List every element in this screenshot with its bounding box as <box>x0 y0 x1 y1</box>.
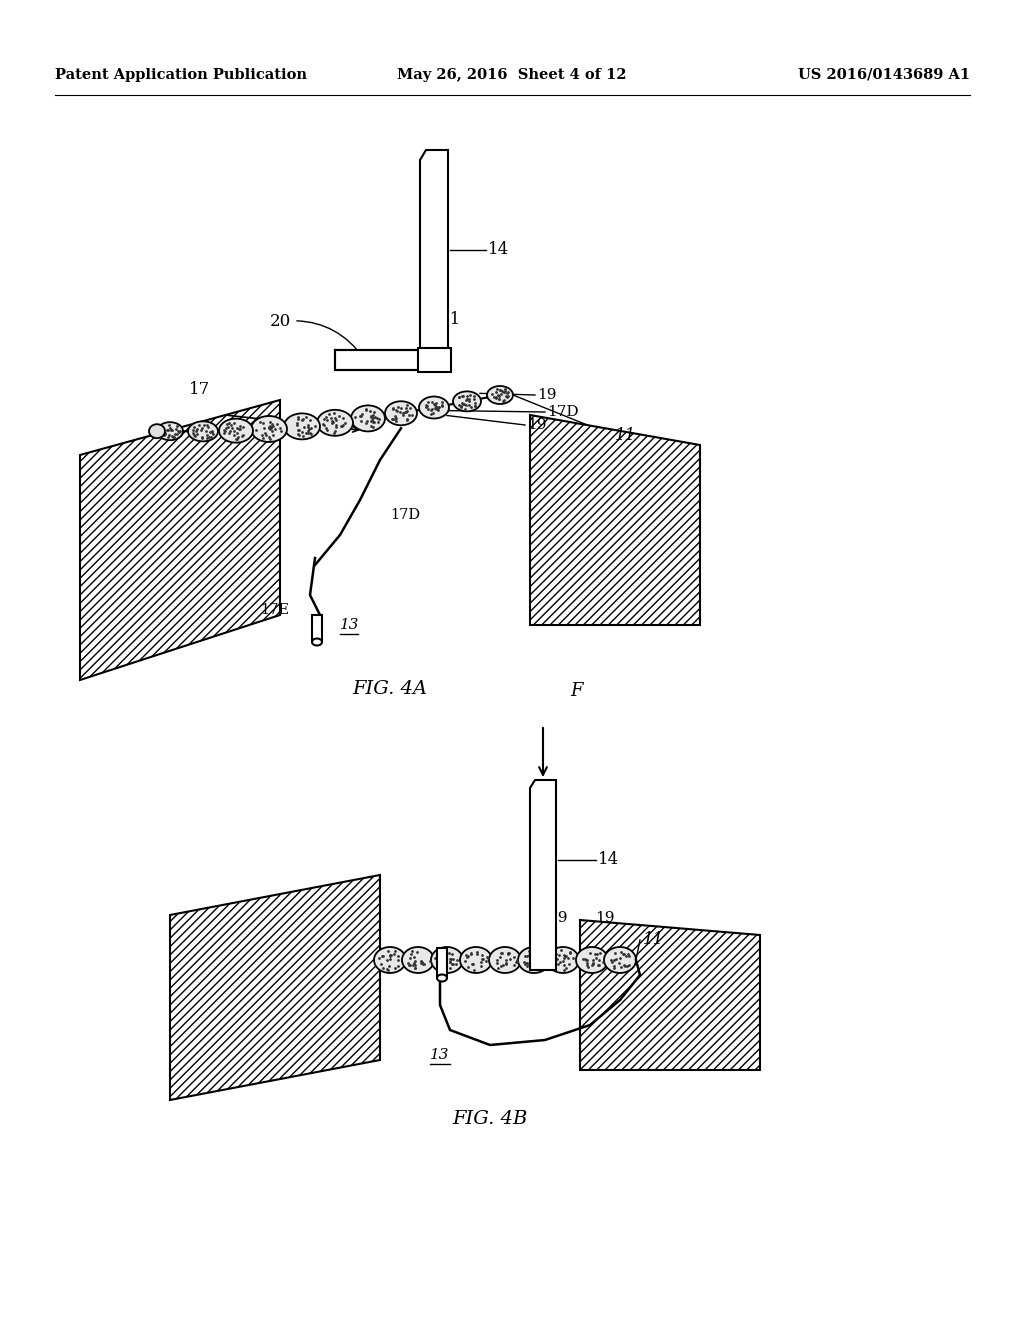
Text: 14: 14 <box>598 851 620 869</box>
Text: 11: 11 <box>615 426 636 444</box>
Ellipse shape <box>351 405 385 432</box>
Ellipse shape <box>385 401 417 425</box>
Text: 21: 21 <box>440 312 461 327</box>
Bar <box>420 350 449 370</box>
Text: F: F <box>570 682 583 700</box>
Polygon shape <box>80 400 280 680</box>
Text: 17: 17 <box>188 381 210 399</box>
Ellipse shape <box>487 385 513 404</box>
Polygon shape <box>580 920 760 1071</box>
Ellipse shape <box>188 421 218 441</box>
Ellipse shape <box>575 946 608 973</box>
Polygon shape <box>420 150 449 370</box>
Text: 19: 19 <box>537 388 556 403</box>
Bar <box>335 350 450 370</box>
Ellipse shape <box>518 946 550 973</box>
Text: Patent Application Publication: Patent Application Publication <box>55 69 307 82</box>
Ellipse shape <box>317 409 353 436</box>
Polygon shape <box>530 780 556 970</box>
Bar <box>437 948 447 975</box>
Text: 13: 13 <box>340 618 359 632</box>
Ellipse shape <box>547 946 579 973</box>
Text: FIG. 4B: FIG. 4B <box>453 1110 527 1129</box>
Ellipse shape <box>604 946 636 973</box>
Text: May 26, 2016  Sheet 4 of 12: May 26, 2016 Sheet 4 of 12 <box>397 69 627 82</box>
Ellipse shape <box>437 974 447 982</box>
Text: FIG. 4A: FIG. 4A <box>352 680 428 698</box>
Ellipse shape <box>419 396 449 418</box>
Text: 11: 11 <box>643 932 665 949</box>
Ellipse shape <box>402 946 434 973</box>
Text: 19: 19 <box>548 911 567 925</box>
Ellipse shape <box>489 946 521 973</box>
Text: 17E: 17E <box>260 603 289 616</box>
Ellipse shape <box>150 424 165 438</box>
Ellipse shape <box>284 413 319 440</box>
Ellipse shape <box>312 639 322 645</box>
Bar <box>312 615 322 640</box>
Ellipse shape <box>374 946 406 973</box>
Ellipse shape <box>453 391 481 412</box>
Text: 17D: 17D <box>547 405 579 418</box>
Bar <box>418 348 451 372</box>
Text: 13: 13 <box>430 1048 450 1063</box>
Ellipse shape <box>219 418 253 442</box>
Ellipse shape <box>431 946 463 973</box>
Text: 14: 14 <box>488 242 509 259</box>
Text: US 2016/0143689 A1: US 2016/0143689 A1 <box>798 69 970 82</box>
Text: 20: 20 <box>270 313 364 358</box>
Ellipse shape <box>460 946 492 973</box>
Polygon shape <box>170 875 380 1100</box>
Text: 17D: 17D <box>390 508 420 521</box>
Ellipse shape <box>251 416 287 442</box>
Text: 19: 19 <box>595 911 614 925</box>
Ellipse shape <box>157 422 183 440</box>
Text: 19: 19 <box>527 418 547 432</box>
Polygon shape <box>530 414 700 624</box>
